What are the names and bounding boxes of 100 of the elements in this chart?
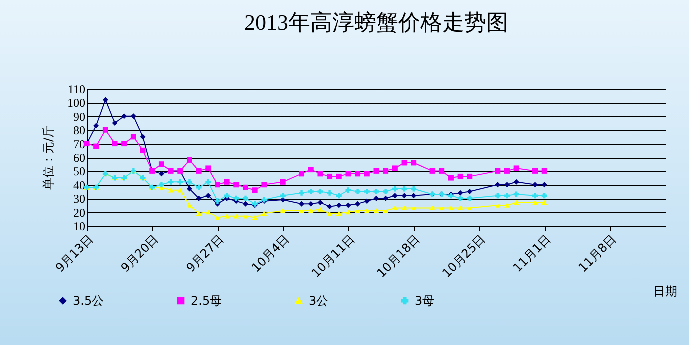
point xyxy=(430,206,436,211)
point xyxy=(243,201,248,207)
point xyxy=(102,127,108,133)
point xyxy=(196,211,202,216)
y-axis-title: 单位：元/斤 xyxy=(42,126,56,190)
point xyxy=(346,188,352,194)
y-tick-label: 10 xyxy=(74,220,86,234)
point xyxy=(336,211,342,216)
point xyxy=(364,208,370,214)
point xyxy=(374,168,380,174)
point xyxy=(355,171,361,177)
point xyxy=(299,201,305,207)
point xyxy=(243,184,248,190)
point xyxy=(196,196,202,202)
point xyxy=(439,206,445,211)
x-tick-label: 10月11日 xyxy=(309,232,358,281)
point xyxy=(196,184,202,190)
point xyxy=(215,182,220,188)
point xyxy=(224,214,230,219)
y-tick-label: 60 xyxy=(74,151,86,165)
point xyxy=(158,182,164,188)
point xyxy=(458,174,464,180)
point xyxy=(392,206,398,211)
point xyxy=(262,182,268,188)
y-tick-label: 90 xyxy=(74,110,86,124)
chart-title: 2013年高淳螃蟹价格走势图 xyxy=(244,10,508,35)
y-tick-label: 20 xyxy=(74,206,86,220)
point xyxy=(234,182,240,188)
point xyxy=(196,168,202,174)
point xyxy=(327,204,333,210)
point xyxy=(392,166,398,172)
x-tick-label: 10月4日 xyxy=(249,232,292,276)
point xyxy=(308,167,314,173)
point xyxy=(280,208,286,214)
point xyxy=(495,203,501,208)
point xyxy=(224,193,230,199)
point xyxy=(364,171,370,177)
x-tick-label: 11月1日 xyxy=(510,232,554,276)
point xyxy=(411,160,417,166)
point xyxy=(168,179,174,185)
x-tick-label: 9月20日 xyxy=(118,232,162,276)
point xyxy=(234,214,240,219)
point xyxy=(158,162,164,168)
legend-label: 3.5公 xyxy=(73,294,104,308)
point xyxy=(94,144,100,150)
point xyxy=(130,114,136,120)
point xyxy=(448,175,454,181)
x-tick-label: 10月25日 xyxy=(440,232,488,281)
point xyxy=(308,201,314,207)
point xyxy=(458,196,464,202)
x-tick-label: 10月18日 xyxy=(374,232,423,281)
point xyxy=(280,193,286,199)
point xyxy=(186,158,192,163)
point xyxy=(140,148,146,154)
point xyxy=(140,134,146,140)
point xyxy=(542,182,548,188)
point xyxy=(467,174,473,180)
y-tick-label: 100 xyxy=(68,96,86,110)
legend-label: 3公 xyxy=(309,294,329,308)
point xyxy=(178,179,184,185)
point xyxy=(411,193,417,199)
point xyxy=(112,120,118,126)
point xyxy=(542,200,548,206)
point xyxy=(206,166,212,172)
y-tick-label: 80 xyxy=(74,124,86,138)
y-tick-label: 110 xyxy=(68,82,86,96)
point xyxy=(532,168,538,174)
point xyxy=(308,189,314,194)
point xyxy=(327,211,333,216)
point xyxy=(458,206,464,211)
point xyxy=(383,168,389,174)
point xyxy=(374,196,380,202)
legend-label: 3母 xyxy=(415,294,435,308)
point xyxy=(495,193,501,199)
point xyxy=(448,206,454,211)
point xyxy=(504,168,510,174)
point xyxy=(392,186,398,192)
point xyxy=(206,179,212,185)
point xyxy=(355,208,361,214)
point xyxy=(327,174,333,180)
point xyxy=(186,179,192,185)
point xyxy=(243,214,248,219)
point xyxy=(383,196,389,202)
point xyxy=(355,201,361,207)
point xyxy=(336,193,342,199)
point xyxy=(158,171,164,177)
point xyxy=(168,188,174,193)
point xyxy=(495,168,501,174)
point xyxy=(532,193,538,199)
point xyxy=(299,190,305,196)
point xyxy=(318,189,324,194)
point xyxy=(102,97,108,103)
point xyxy=(402,193,408,199)
point xyxy=(439,168,445,174)
point xyxy=(206,210,212,215)
y-tick-label: 30 xyxy=(74,192,86,206)
point xyxy=(542,193,548,199)
point xyxy=(514,166,520,172)
point xyxy=(206,193,212,199)
x-tick-label: 9月27日 xyxy=(184,232,227,276)
